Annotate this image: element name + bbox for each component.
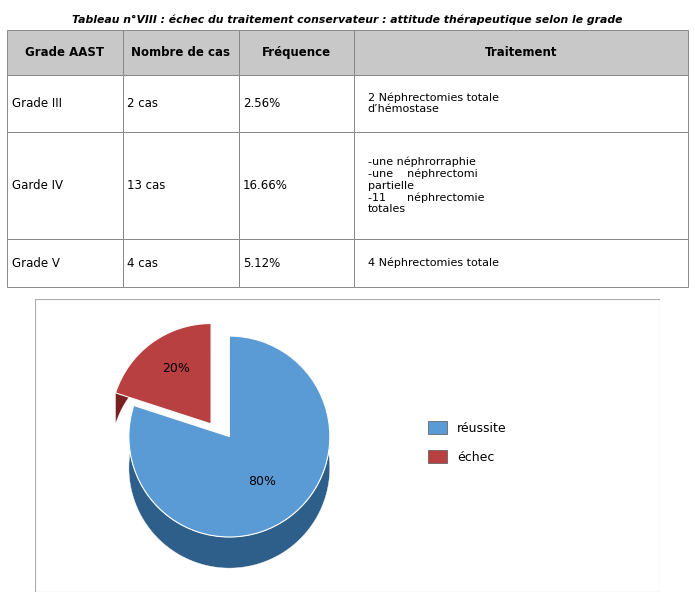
Polygon shape [115, 324, 211, 424]
Wedge shape [129, 336, 330, 537]
Legend: réussite, échec: réussite, échec [423, 416, 512, 469]
Text: 20%: 20% [162, 362, 190, 374]
Wedge shape [115, 324, 211, 424]
FancyBboxPatch shape [35, 299, 660, 592]
Text: Tableau n°VIII : échec du traitement conservateur : attitude thérapeutique selon: Tableau n°VIII : échec du traitement con… [72, 15, 623, 26]
Text: 80%: 80% [248, 475, 276, 488]
Polygon shape [129, 336, 330, 568]
